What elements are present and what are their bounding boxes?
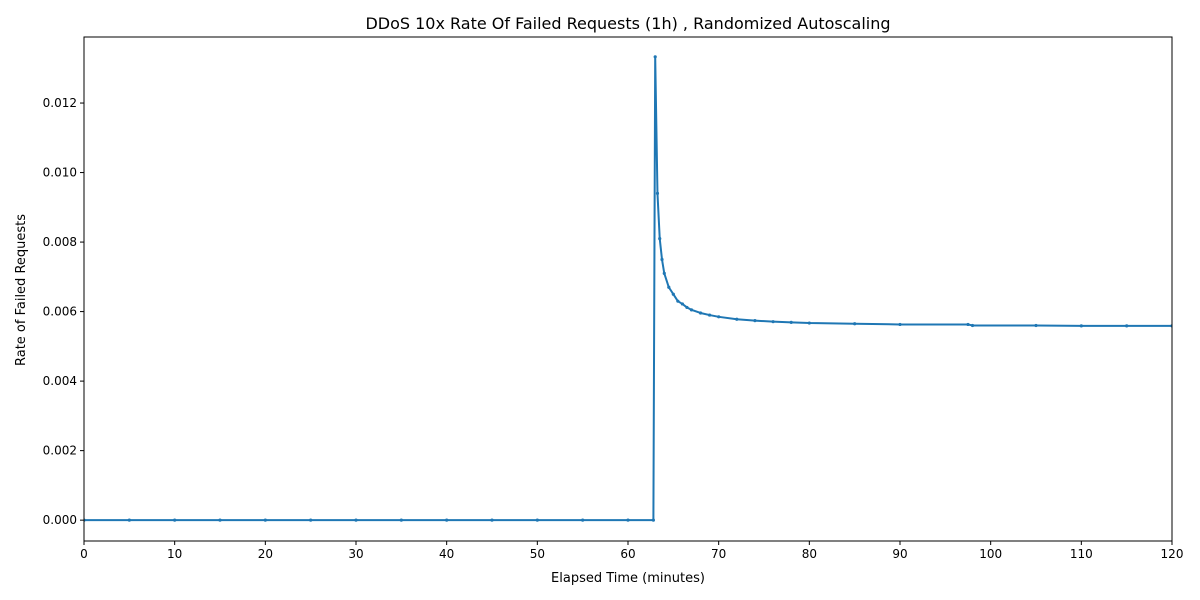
data-point <box>680 302 685 306</box>
data-point <box>966 322 970 327</box>
data-point <box>753 319 757 323</box>
x-tick-label: 50 <box>530 547 545 561</box>
data-point <box>263 518 267 522</box>
x-tick-label: 10 <box>167 547 182 561</box>
data-point <box>581 518 585 522</box>
data-point <box>309 518 313 522</box>
y-tick-label: 0.010 <box>43 166 77 180</box>
data-point <box>658 237 662 241</box>
x-tick-label: 0 <box>80 547 88 561</box>
data-point <box>708 313 712 317</box>
data-point <box>660 257 664 262</box>
x-tick-label: 70 <box>711 547 726 561</box>
data-point <box>717 315 721 319</box>
y-tick-label: 0.004 <box>43 374 77 388</box>
x-tick-label: 80 <box>802 547 817 561</box>
x-axis-label: Elapsed Time (minutes) <box>551 571 705 586</box>
data-point <box>655 191 660 196</box>
data-point <box>898 322 902 327</box>
data-point <box>535 518 539 522</box>
data-point <box>218 518 222 522</box>
data-point <box>354 518 358 522</box>
x-tick-label: 110 <box>1070 547 1093 561</box>
data-point <box>698 311 703 315</box>
y-tick-label: 0.000 <box>43 513 77 527</box>
x-tick-label: 100 <box>979 547 1002 561</box>
data-point <box>626 518 630 522</box>
data-point <box>735 317 739 321</box>
data-point <box>970 323 975 328</box>
data-point <box>490 518 494 522</box>
x-tick-label: 90 <box>892 547 907 561</box>
data-point <box>667 285 671 289</box>
data-point <box>1079 324 1083 328</box>
data-point <box>127 518 131 522</box>
data-point <box>671 292 675 296</box>
chart-title: DDoS 10x Rate Of Failed Requests (1h) , … <box>365 14 890 33</box>
data-point <box>685 305 689 310</box>
y-tick-label: 0.002 <box>43 444 77 458</box>
plot-area: 0 10 20 30 40 50 60 70 80 90 100 110 120 0.000 0.002 0.… <box>43 36 1184 561</box>
data-point <box>399 518 403 522</box>
data-point <box>1034 323 1038 328</box>
data-point <box>676 299 680 303</box>
y-tick-label: 0.012 <box>43 96 77 110</box>
x-tick-label: 20 <box>258 547 273 561</box>
series-line <box>84 55 1172 522</box>
x-tick-label: 60 <box>620 547 635 561</box>
data-point <box>173 518 177 522</box>
x-tick-label: 30 <box>348 547 363 561</box>
x-tick-label: 120 <box>1161 547 1184 561</box>
data-point <box>1125 324 1129 328</box>
x-tick-label: 40 <box>439 547 454 561</box>
data-point <box>689 308 694 312</box>
y-axis-label: Rate of Failed Requests <box>14 214 29 366</box>
y-tick-label: 0.006 <box>43 305 77 319</box>
data-point <box>651 518 655 522</box>
data-point <box>789 320 793 324</box>
axes-frame <box>83 36 1173 542</box>
data-point <box>662 271 666 275</box>
data-point <box>853 322 857 326</box>
data-point <box>771 320 775 324</box>
data-point <box>445 518 449 522</box>
data-point <box>807 321 811 325</box>
y-tick-label: 0.008 <box>43 235 77 249</box>
data-point <box>653 55 657 59</box>
